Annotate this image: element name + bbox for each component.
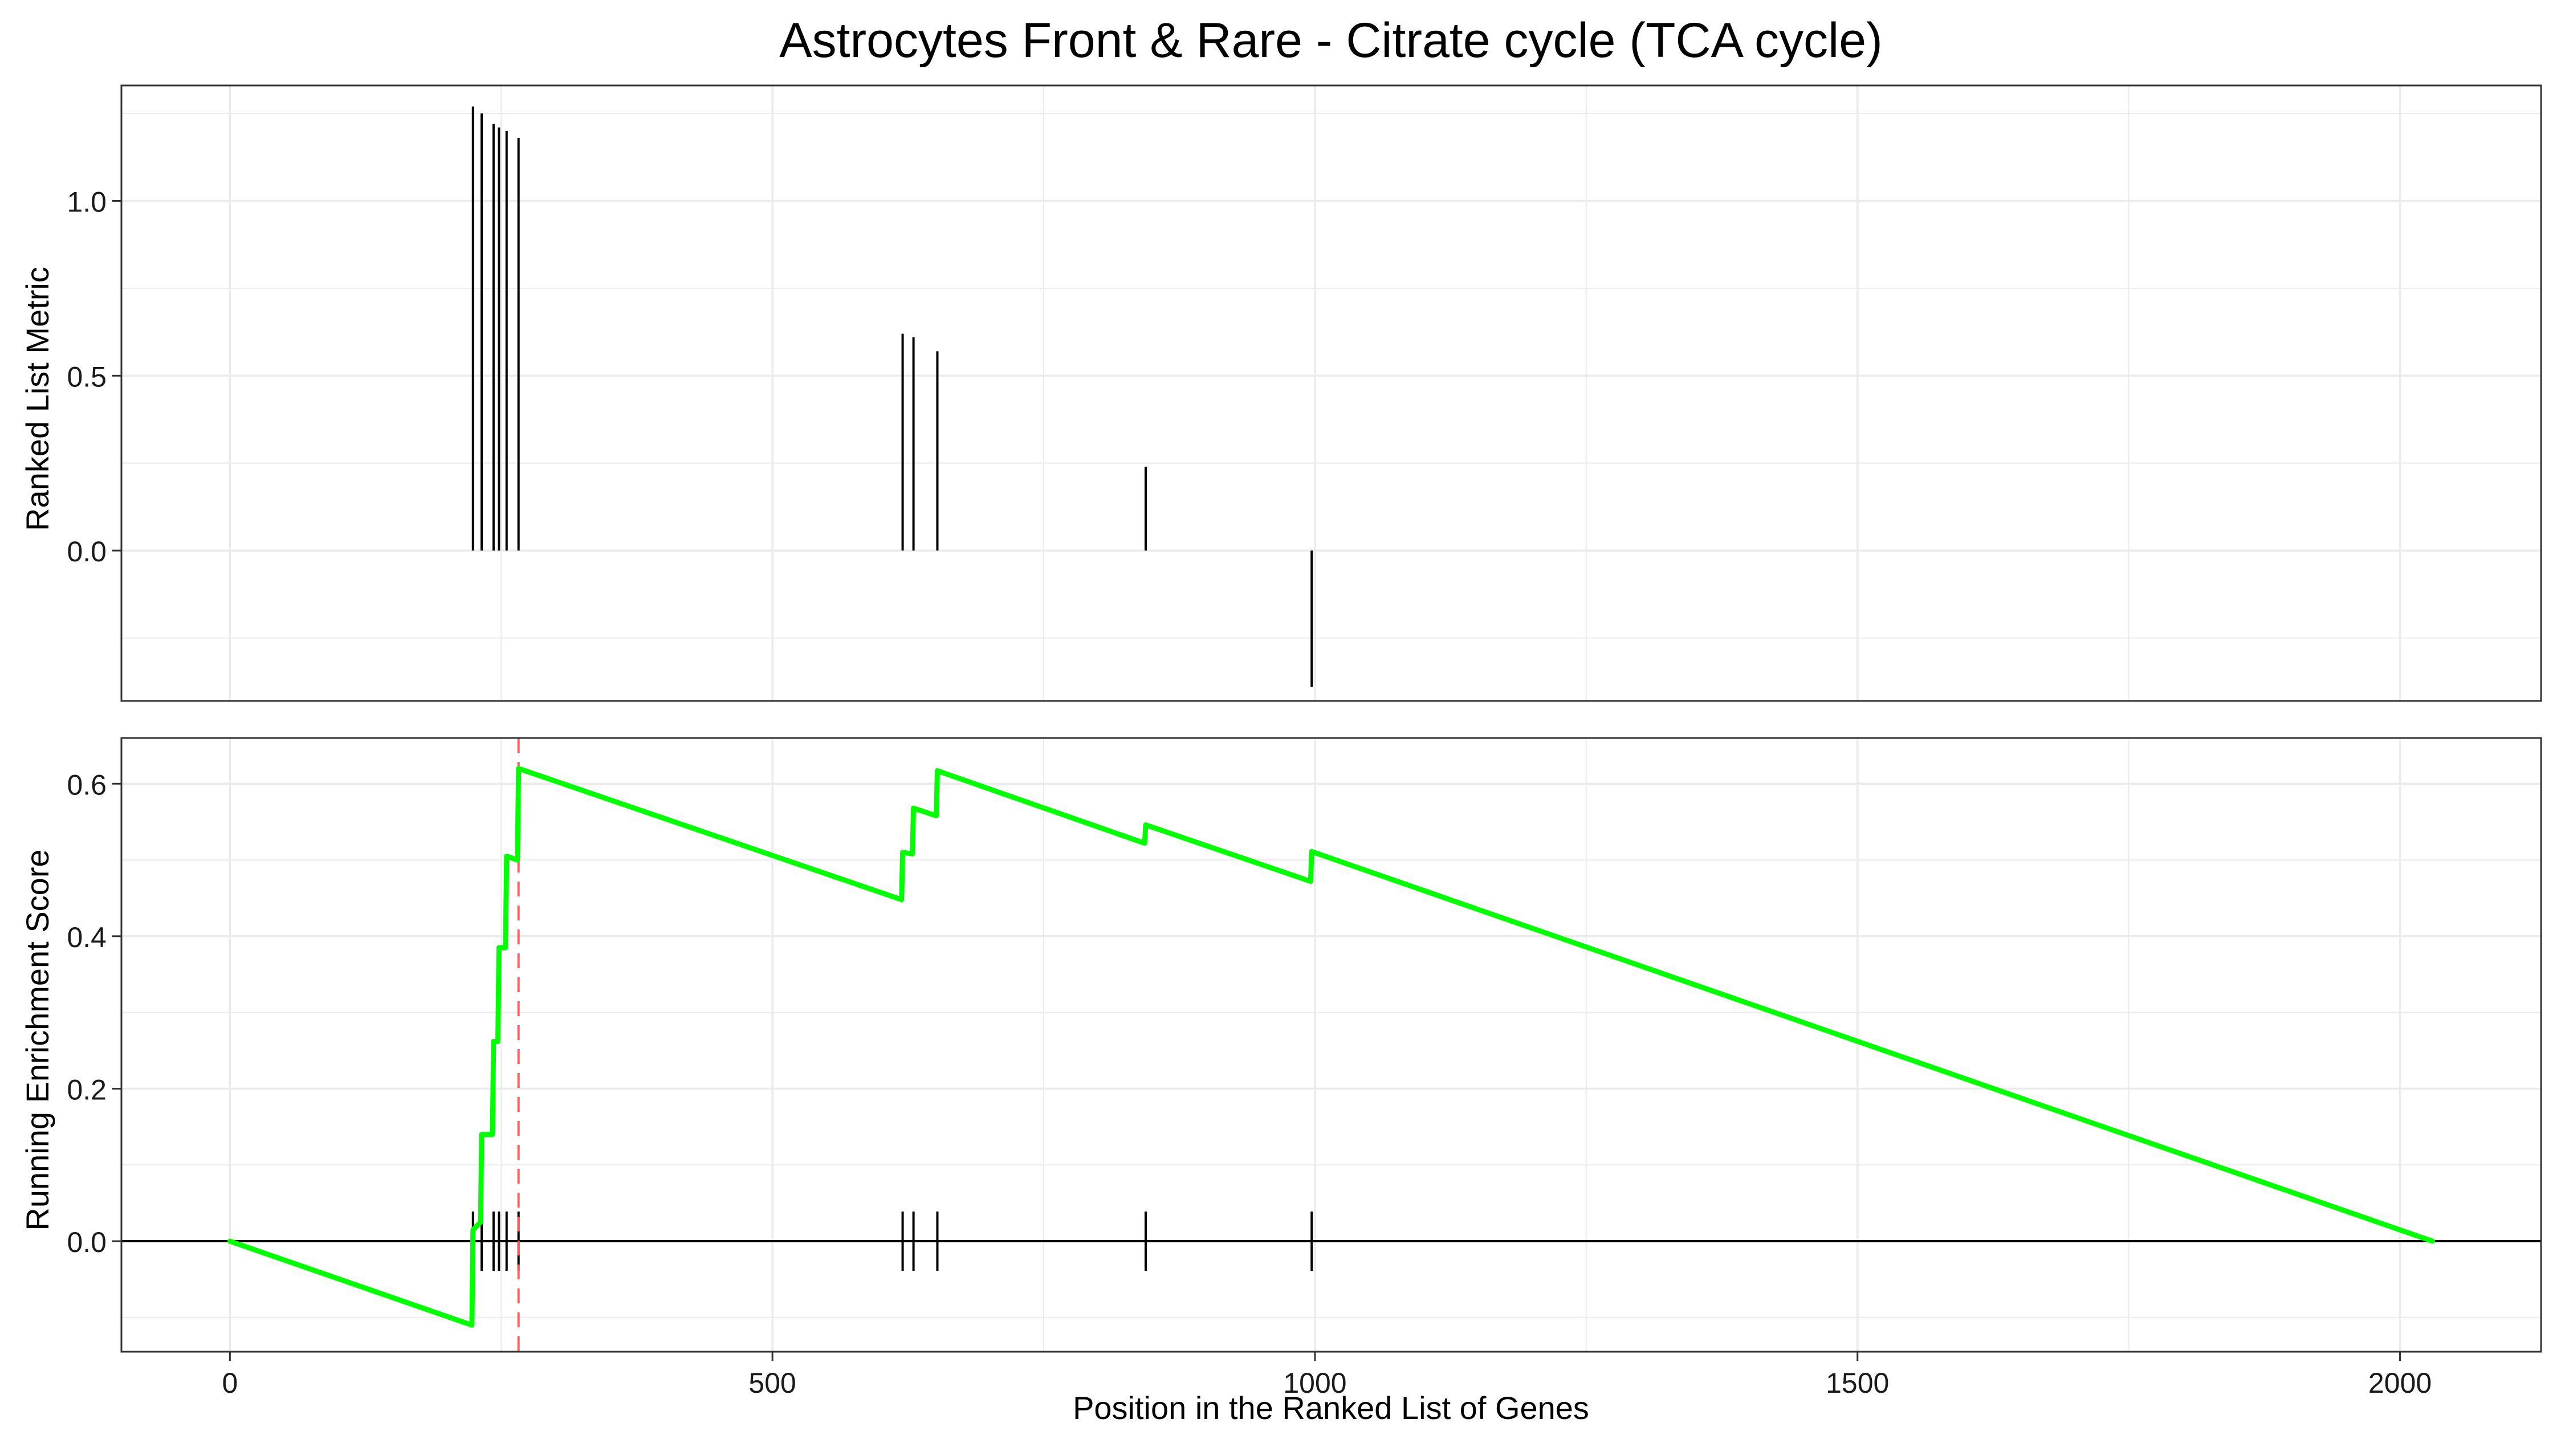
- bottom-x-tick-label: 500: [748, 1367, 796, 1399]
- top-panel-y-axis-label: Ranked List Metric: [19, 267, 55, 531]
- top-y-tick-label: 0.0: [67, 536, 107, 568]
- top-y-tick-label: 1.0: [67, 186, 107, 218]
- bottom-panel-y-axis-label: Running Enrichment Score: [19, 849, 55, 1230]
- bottom-y-tick-label: 0.2: [67, 1074, 107, 1106]
- bottom-panel-background: [121, 738, 2541, 1352]
- top-panel-border: [120, 84, 2542, 702]
- bottom-panel-border: [120, 737, 2542, 1353]
- bottom-x-tick-label: 2000: [2368, 1367, 2432, 1399]
- running-es-line: [227, 766, 2436, 1328]
- bottom-x-tick-label: 1000: [1283, 1367, 1346, 1399]
- x-axis-label: Position in the Ranked List of Genes: [1073, 1390, 1589, 1426]
- top-y-tick-label: 0.5: [67, 361, 107, 393]
- top-panel-background: [121, 85, 2541, 701]
- chart-title: Astrocytes Front & Rare - Citrate cycle …: [779, 13, 1882, 68]
- running-es-panel: 0.0 0.2 0.4 0.6 0 500 1000 1500 2000: [67, 737, 2542, 1399]
- bottom-x-tick-label: 1500: [1826, 1367, 1889, 1399]
- ranked-metric-panel: 0.0 0.5 1.0: [67, 84, 2542, 702]
- bottom-y-tick-label: 0.0: [67, 1226, 107, 1258]
- bottom-y-tick-label: 0.6: [67, 769, 107, 801]
- bottom-y-tick-label: 0.4: [67, 921, 107, 953]
- bottom-x-tick-label: 0: [222, 1367, 238, 1399]
